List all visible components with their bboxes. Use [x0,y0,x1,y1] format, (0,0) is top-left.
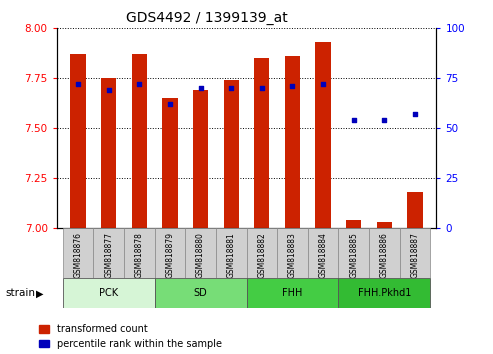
Text: GSM818884: GSM818884 [318,232,327,278]
Bar [63,278,155,308]
Bar [101,78,116,228]
Bar [369,228,399,278]
Bar [132,54,147,228]
Text: GSM818878: GSM818878 [135,232,144,278]
Bar [308,228,338,278]
Text: SD: SD [194,288,208,298]
Point [380,118,388,123]
Bar [246,278,338,308]
Text: FHH.Pkhd1: FHH.Pkhd1 [357,288,411,298]
Point [197,85,205,91]
Text: GSM818876: GSM818876 [73,232,83,278]
Text: PCK: PCK [99,288,118,298]
Text: strain: strain [5,288,35,298]
Point [288,84,296,89]
Bar [70,54,86,228]
Point [258,85,266,91]
Bar [94,228,124,278]
Bar [63,228,94,278]
Text: GSM818885: GSM818885 [349,232,358,278]
Bar [155,228,185,278]
Text: GSM818886: GSM818886 [380,232,389,278]
Bar [346,220,361,228]
Point [105,87,113,93]
Point [74,81,82,87]
Bar [254,58,270,228]
Text: GSM818882: GSM818882 [257,232,266,278]
Point [319,81,327,87]
Bar [377,222,392,228]
Bar [246,228,277,278]
Point [166,102,174,107]
Point [227,85,235,91]
Bar [277,228,308,278]
Text: ▶: ▶ [35,289,43,299]
Bar [285,56,300,228]
Bar [407,192,423,228]
Text: GSM818880: GSM818880 [196,232,205,278]
Bar [338,278,430,308]
Bar [155,278,246,308]
Text: GSM818877: GSM818877 [104,232,113,278]
Legend: transformed count, percentile rank within the sample: transformed count, percentile rank withi… [39,324,222,349]
Bar [338,228,369,278]
Bar [223,80,239,228]
Text: GSM818883: GSM818883 [288,232,297,278]
Bar [216,228,246,278]
Bar [193,90,208,228]
Point [136,81,143,87]
Bar [399,228,430,278]
Text: GSM818881: GSM818881 [227,232,236,278]
Bar [162,98,177,228]
Point [411,112,419,117]
Text: GSM818879: GSM818879 [166,232,175,278]
Bar [316,42,331,228]
Bar [185,228,216,278]
Text: GSM818887: GSM818887 [410,232,420,278]
Point [350,118,357,123]
Text: FHH: FHH [282,288,303,298]
Text: GDS4492 / 1399139_at: GDS4492 / 1399139_at [126,11,288,25]
Bar [124,228,155,278]
